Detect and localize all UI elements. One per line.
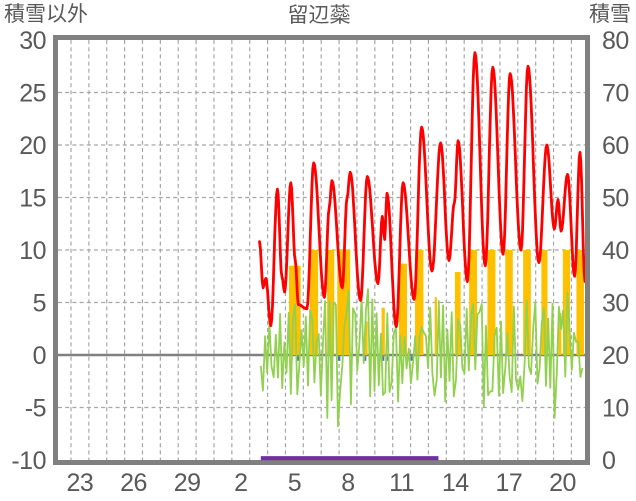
x-axis-tick: 20	[549, 469, 576, 497]
x-axis-tick: 17	[495, 469, 522, 497]
right-axis-tick: 70	[602, 80, 629, 108]
left-axis-tick: -10	[11, 447, 46, 475]
right-axis-title: 積雪	[589, 3, 631, 26]
left-axis-tick: 10	[19, 237, 46, 265]
sunshine-bar	[309, 250, 318, 355]
left-axis-tick: 30	[19, 27, 46, 55]
left-axis-tick: 5	[33, 290, 46, 318]
x-axis-tick: 26	[120, 469, 147, 497]
right-axis-tick: 0	[602, 447, 615, 475]
sunshine-bar	[434, 297, 438, 355]
x-axis-tick: 29	[174, 469, 201, 497]
sunshine-bar	[415, 250, 424, 355]
precip-mark	[363, 356, 367, 361]
right-axis-tick: 60	[602, 132, 629, 160]
data-series-layer	[258, 51, 587, 428]
station-title: 留辺蘂	[288, 4, 351, 27]
right-axis-tick: 10	[602, 395, 629, 423]
precip-mark	[337, 356, 341, 361]
sunshine-bar	[487, 250, 496, 355]
x-axis-tick: 2	[234, 469, 247, 497]
right-axis-tick: 40	[602, 237, 629, 265]
precip-mark	[296, 356, 300, 361]
precip-mark	[410, 356, 414, 361]
sunshine-bar	[558, 313, 562, 355]
precip-mark	[381, 356, 385, 361]
sunshine-bar	[454, 272, 461, 355]
x-axis-tick: 14	[442, 469, 469, 497]
sunshine-bar	[541, 250, 548, 355]
sunshine-bar	[398, 263, 407, 355]
sunshine-bar	[364, 321, 368, 355]
green-variation-line	[259, 288, 584, 428]
sunshine-bar	[505, 250, 513, 355]
axes-layer	[53, 35, 590, 465]
right-axis-tick: 50	[602, 185, 629, 213]
right-axis-tick: 20	[602, 342, 629, 370]
left-axis-tick: 0	[33, 342, 46, 370]
x-axis-tick: 5	[288, 469, 301, 497]
sunshine-bar	[381, 307, 385, 355]
left-axis-tick: 25	[19, 80, 46, 108]
plot-border	[53, 35, 590, 465]
x-axis-tick: 11	[389, 469, 414, 497]
x-axis-tick: 23	[67, 469, 94, 497]
right-axis-tick: 80	[602, 27, 629, 55]
sunshine-bar	[327, 250, 335, 355]
left-axis-tick: 20	[19, 132, 46, 160]
sunshine-bar	[469, 250, 478, 355]
right-axis-tick: 30	[602, 290, 629, 318]
sunshine-bar	[576, 250, 584, 355]
left-axis-tick: -5	[25, 395, 46, 423]
left-axis-tick: 15	[19, 185, 46, 213]
temperature-line	[258, 51, 587, 329]
left-axis-title: 積雪以外	[4, 3, 88, 26]
x-axis-tick: 8	[341, 469, 354, 497]
